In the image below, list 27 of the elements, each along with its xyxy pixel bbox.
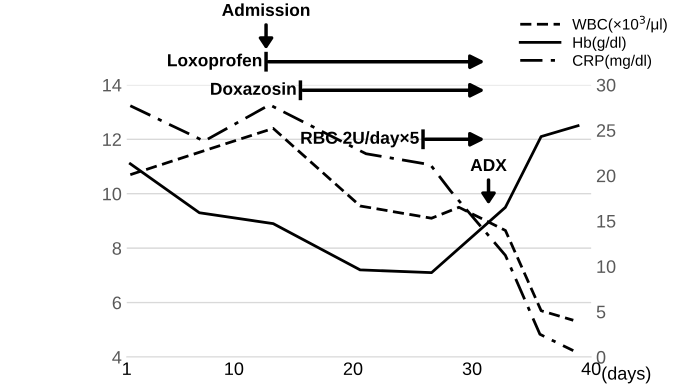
text: Loxoprofen <box>168 54 262 70</box>
x-tick-label: 1 <box>123 362 131 375</box>
x-tick-label: 40 <box>582 362 600 376</box>
annotation: RBC 2U/day×5 <box>301 131 419 148</box>
x-tick-label: 20 <box>344 362 362 376</box>
legend-label: WBC(×10$^{3}$/μl) <box>572 16 667 33</box>
y2-tick-label: 25 <box>596 124 616 137</box>
y2-tick-label: 30 <box>596 78 616 92</box>
y-tick-label: 8 <box>112 242 122 255</box>
y-tick-label: 10 <box>103 188 122 200</box>
annotation: Doxazosin <box>211 82 296 95</box>
x-tick-label: 10 <box>225 362 244 376</box>
legend-label: CRP(mg/dl) <box>572 54 652 69</box>
text: Admission <box>222 3 310 16</box>
annotation: ADX <box>470 159 507 172</box>
x-tick-label: 30 <box>462 362 482 376</box>
legend-label: Hb(g/dl) <box>573 36 626 51</box>
y2-tick-label: 5 <box>596 306 606 318</box>
y-tick-label: 14 <box>103 78 122 92</box>
y2-tick-label: 20 <box>596 169 616 182</box>
y-tick-label: 12 <box>103 133 121 146</box>
y-tick-label: 6 <box>112 296 122 310</box>
x-axis-title: (days) <box>602 366 650 384</box>
y2-tick-label: 15 <box>597 215 616 228</box>
y-tick-label: 4 <box>112 351 122 364</box>
y2-tick-label: 10 <box>597 260 616 273</box>
y2-tick-label: 0 <box>596 350 606 364</box>
